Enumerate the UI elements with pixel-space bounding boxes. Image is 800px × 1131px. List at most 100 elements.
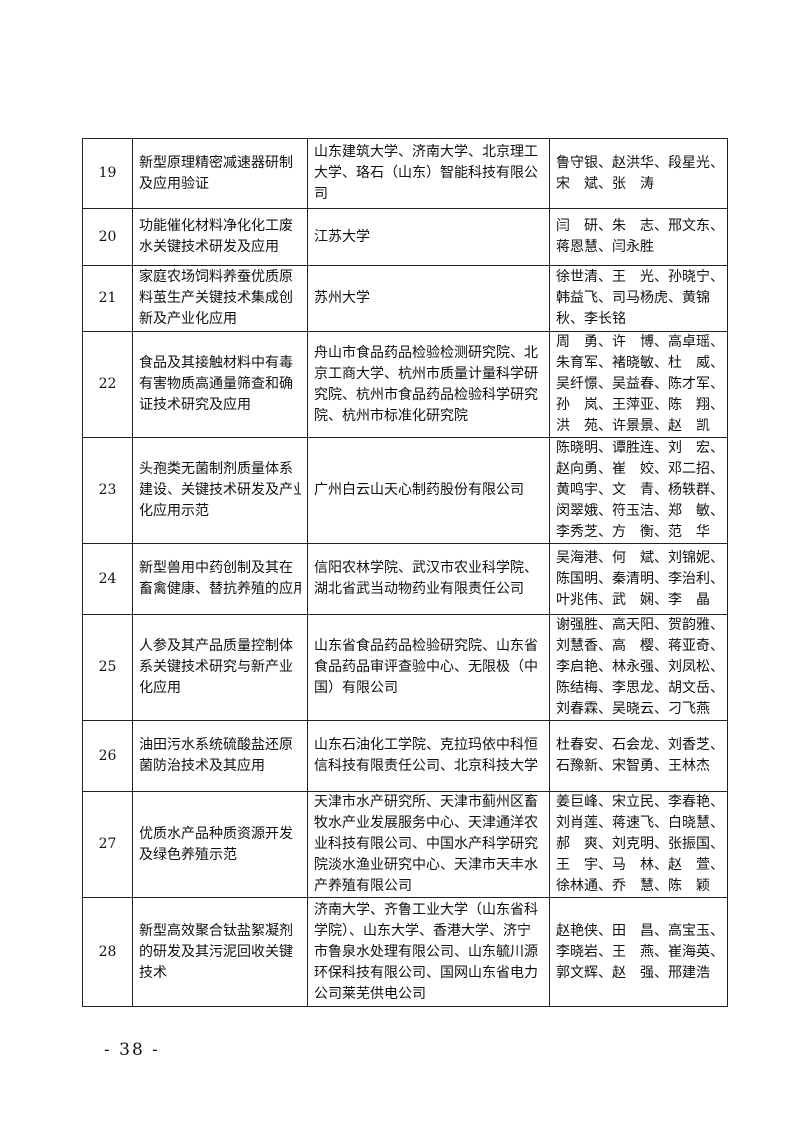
project-name-line: 功能催化材料净化化工废 — [139, 218, 293, 234]
project-name-line: 头孢类无菌制剂质量体系 — [139, 461, 293, 477]
completing-units-line: 山东省食品药品检验研究院、山东省 — [314, 638, 538, 654]
completing-units: 舟山市食品药品检验检测研究院、北 京工商大学、杭州市质量计量科学研 究院、杭州市食品… — [307, 331, 550, 438]
completing-units-line: 业科技有限公司、中国水产科学研究 — [314, 836, 538, 852]
project-name-line: 新型原理精密减速器研制 — [139, 154, 293, 171]
table-row: 26 油田污水系统硫酸盐还原 菌防治技术及其应用 山东石油化工学院、克拉玛依中科恒 信科… — [82, 720, 728, 792]
completing-people: 陈晓明、谭胜连、刘 宏、 赵向勇、崔 姣、邓二招、 黄鸣宇、文 青、杨轶群、 闵翠娥、… — [549, 437, 728, 544]
completing-units-line: 广州白云山天心制药股份有限公司 — [314, 482, 524, 498]
completing-people-line: 黄鸣宇、文 青、杨轶群、 — [556, 482, 723, 498]
completing-people: 鲁守银、赵洪华、段星光、宋 斌、张 涛 — [549, 138, 728, 209]
row-number: 20 — [82, 208, 133, 266]
project-name: 功能催化材料净化化工废 水关键技术研发及应用 — [132, 208, 308, 266]
completing-units-line: 苏州大学 — [314, 290, 370, 306]
project-name-line: 技术 — [139, 964, 167, 981]
completing-people: 赵艳侠、田 昌、高宝玉、 李晓岩、王 燕、崔海英、 郭文辉、赵 强、邢建浩 — [549, 897, 728, 1007]
completing-units: 山东建筑大学、济南大学、北京理工 大学、珞石（山东）智能科技有限公司 — [307, 138, 550, 209]
completing-people-line: 叶兆伟、武 娴、李 晶 — [556, 591, 710, 608]
completing-people-line: 李晓岩、王 燕、崔海英、 — [556, 943, 723, 960]
completing-people: 徐世清、王 光、孙晓宁、 韩益飞、司马杨虎、黄锦 秋、李长铭 — [549, 265, 728, 332]
project-name: 头孢类无菌制剂质量体系 建设、关键技术研发及产业 化应用示范 — [132, 437, 308, 544]
completing-people: 吴海港、何 斌、刘锦妮、 陈国明、秦清明、李治利、 叶兆伟、武 娴、李 晶 — [549, 543, 728, 615]
completing-units-line: 信科技有限责任公司、北京科技大学 — [314, 758, 538, 774]
project-name-line: 菌防治技术及其应用 — [139, 758, 265, 774]
project-name-line: 建设、关键技术研发及产业 — [139, 482, 301, 498]
completing-people-line: 郭文辉、赵 强、邢建浩 — [556, 964, 710, 981]
completing-people-line: 宋 斌、张 涛 — [556, 175, 654, 192]
completing-units-line: 食品药品审评查验中心、无限极（中 — [314, 659, 538, 675]
completing-units-line: 江苏大学 — [314, 228, 370, 245]
completing-people: 闫 研、朱 志、邢文东、 蒋恩慧、闫永胜 — [549, 208, 728, 266]
project-name-line: 及应用验证 — [139, 175, 209, 192]
completing-people-line: 徐林通、乔 慧、陈 颖 — [556, 878, 710, 894]
award-table: 19 新型原理精密减速器研制 及应用验证 山东建筑大学、济南大学、北京理工 大学、珞石（… — [82, 138, 728, 1007]
completing-people-line: 赵艳侠、田 昌、高宝玉、 — [556, 922, 723, 939]
completing-people-line: 陈结梅、李思龙、胡文岳、 — [556, 680, 723, 696]
completing-people: 谢强胜、高天阳、贺韵雅、 刘慧香、高 樱、蒋亚奇、 李启艳、林永强、刘凤松、 陈结梅、… — [549, 614, 728, 721]
project-name: 食品及其接触材料中有毒 有害物质高通量筛查和确 证技术研究及应用 — [132, 331, 308, 438]
project-name: 家庭农场饲料养蚕优质原 料茧生产关键技术集成创 新及产业化应用 — [132, 265, 308, 332]
row-number: 26 — [82, 720, 133, 792]
completing-people-line: 姜巨峰、宋立民、李春艳、 — [556, 794, 723, 810]
completing-people-line: 闵翠娥、符玉洁、郑 敏、 — [556, 503, 723, 519]
completing-people-line: 韩益飞、司马杨虎、黄锦 — [556, 290, 710, 306]
completing-people-line: 孙 岚、王萍亚、陈 翔、 — [556, 397, 723, 413]
completing-people: 杜春安、石会龙、刘香芝、 石豫新、宋智勇、王林杰 — [549, 720, 728, 792]
completing-units-line: 信阳农林学院、武汉市农业科学院、 — [314, 560, 538, 576]
row-number: 19 — [82, 138, 133, 209]
completing-units-line: 院淡水渔业研究中心、天津市天丰水 — [314, 857, 538, 873]
project-name-line: 的研发及其污泥回收关键 — [139, 943, 293, 960]
project-name-line: 有害物质高通量筛查和确 — [139, 376, 293, 392]
project-name-line: 证技术研究及应用 — [139, 397, 251, 413]
project-name-line: 畜禽健康、替抗养殖的应用 — [139, 581, 301, 597]
table-row: 21 家庭农场饲料养蚕优质原 料茧生产关键技术集成创 新及产业化应用 苏州大学 徐世清、王… — [82, 265, 728, 332]
project-name-line: 及绿色养殖示范 — [139, 846, 237, 863]
completing-people-line: 李启艳、林永强、刘凤松、 — [556, 659, 723, 675]
table-row: 27 优质水产品种质资源开发 及绿色养殖示范 天津市水产研究所、天津市蓟州区畜 牧水产业… — [82, 791, 728, 898]
completing-people-line: 李秀芝、方 衡、范 华 — [556, 524, 710, 540]
completing-units-line: 市鲁泉水处理有限公司、山东毓川源 — [314, 943, 538, 960]
project-name-line: 人参及其产品质量控制体 — [139, 638, 293, 654]
row-number: 28 — [82, 897, 133, 1007]
completing-people-line: 徐世清、王 光、孙晓宁、 — [556, 269, 723, 285]
completing-people-line: 陈晓明、谭胜连、刘 宏、 — [556, 440, 723, 456]
project-name-line: 新型高效聚合钛盐絮凝剂 — [139, 922, 293, 939]
completing-units-line: 山东建筑大学、济南大学、北京理工 — [314, 144, 538, 160]
table-row: 20 功能催化材料净化化工废 水关键技术研发及应用 江苏大学 闫 研、朱 志、邢文东、蒋… — [82, 208, 728, 266]
completing-people-line: 石豫新、宋智勇、王林杰 — [556, 758, 710, 774]
completing-units-line: 京工商大学、杭州市质量计量科学研 — [314, 365, 538, 382]
project-name-line: 食品及其接触材料中有毒 — [139, 355, 293, 371]
completing-units-line: 大学、珞石（山东）智能科技有限公 — [314, 165, 538, 181]
completing-people-line: 杜春安、石会龙、刘香芝、 — [556, 737, 723, 753]
completing-people-line: 鲁守银、赵洪华、段星光、 — [556, 154, 723, 171]
completing-people-line: 刘慧香、高 樱、蒋亚奇、 — [556, 638, 723, 654]
table-row: 23 头孢类无菌制剂质量体系 建设、关键技术研发及产业 化应用示范 广州白云山天心制药股… — [82, 437, 728, 544]
completing-units-line: 究院、杭州市食品药品检验科学研究 — [314, 386, 538, 403]
completing-people-line: 刘春霖、吴晓云、刁飞燕 — [556, 701, 710, 717]
completing-people-line: 闫 研、朱 志、邢文东、 — [556, 218, 723, 234]
completing-units-line: 天津市水产研究所、天津市蓟州区畜 — [314, 794, 538, 810]
completing-units-line: 山东石油化工学院、克拉玛依中科恒 — [314, 737, 538, 753]
project-name-line: 化应用 — [139, 680, 181, 696]
completing-people-line: 吴海港、何 斌、刘锦妮、 — [556, 549, 723, 566]
project-name: 人参及其产品质量控制体 系关键技术研究与新产业 化应用 — [132, 614, 308, 721]
completing-units: 山东省食品药品检验研究院、山东省 食品药品审评查验中心、无限极（中 国）有限公司 — [307, 614, 550, 721]
table-row: 24 新型兽用中药创制及其在 畜禽健康、替抗养殖的应用 信阳农林学院、武汉市农业科学院… — [82, 543, 728, 615]
project-name-line: 优质水产品种质资源开发 — [139, 825, 293, 842]
completing-units-line: 国）有限公司 — [314, 680, 398, 696]
project-name-line: 系关键技术研究与新产业 — [139, 659, 293, 675]
completing-people-line: 蒋恩慧、闫永胜 — [556, 239, 654, 255]
table-row: 28 新型高效聚合钛盐絮凝剂 的研发及其污泥回收关键 技术 济南大学、齐鲁工业大学（山东… — [82, 897, 728, 1007]
project-name-line: 油田污水系统硫酸盐还原 — [139, 737, 293, 753]
row-number: 23 — [82, 437, 133, 544]
table-row: 22 食品及其接触材料中有毒 有害物质高通量筛查和确 证技术研究及应用 舟山市食品药品检… — [82, 331, 728, 438]
completing-people: 周 勇、许 博、高卓瑶、 朱育军、褚晓敏、杜 威、 吴纤憬、吴益春、陈才军、孙 岚、… — [549, 331, 728, 438]
project-name-line: 新及产业化应用 — [139, 311, 237, 327]
completing-units-line: 环保科技有限公司、国网山东省电力 — [314, 964, 538, 981]
row-number: 24 — [82, 543, 133, 615]
completing-units-line: 学院）、山东大学、香港大学、济宁 — [314, 922, 531, 939]
completing-people-line: 吴纤憬、吴益春、陈才军、 — [556, 376, 723, 392]
completing-people-line: 郝 爽、刘克明、张振国、 — [556, 836, 723, 852]
completing-people-line: 刘肖莲、蒋速飞、白晓慧、 — [556, 815, 723, 831]
table-row: 25 人参及其产品质量控制体 系关键技术研究与新产业 化应用 山东省食品药品检验研究院、… — [82, 614, 728, 721]
completing-units: 苏州大学 — [307, 265, 550, 332]
